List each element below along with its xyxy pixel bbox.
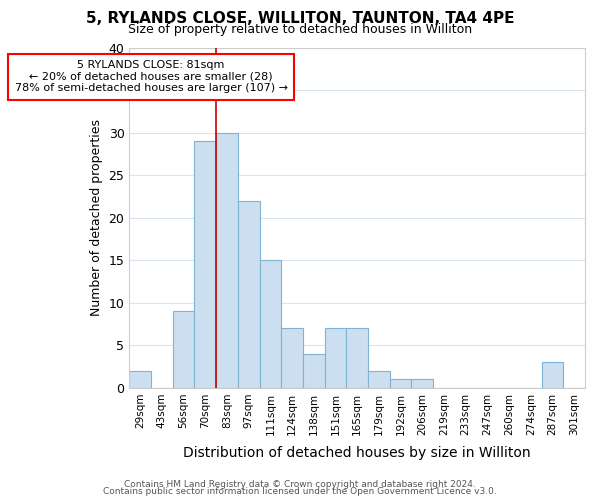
Bar bbox=[216, 132, 238, 388]
Text: Contains public sector information licensed under the Open Government Licence v3: Contains public sector information licen… bbox=[103, 487, 497, 496]
Text: 5 RYLANDS CLOSE: 81sqm
← 20% of detached houses are smaller (28)
78% of semi-det: 5 RYLANDS CLOSE: 81sqm ← 20% of detached… bbox=[14, 60, 287, 94]
Bar bbox=[194, 141, 216, 388]
Bar bbox=[303, 354, 325, 388]
Bar bbox=[368, 371, 390, 388]
Bar bbox=[390, 380, 412, 388]
Bar bbox=[281, 328, 303, 388]
Bar bbox=[325, 328, 346, 388]
Bar bbox=[173, 312, 194, 388]
Y-axis label: Number of detached properties: Number of detached properties bbox=[90, 119, 103, 316]
Text: 5, RYLANDS CLOSE, WILLITON, TAUNTON, TA4 4PE: 5, RYLANDS CLOSE, WILLITON, TAUNTON, TA4… bbox=[86, 11, 514, 26]
Bar bbox=[542, 362, 563, 388]
Text: Contains HM Land Registry data © Crown copyright and database right 2024.: Contains HM Land Registry data © Crown c… bbox=[124, 480, 476, 489]
Text: Size of property relative to detached houses in Williton: Size of property relative to detached ho… bbox=[128, 22, 472, 36]
X-axis label: Distribution of detached houses by size in Williton: Distribution of detached houses by size … bbox=[184, 446, 531, 460]
Bar bbox=[346, 328, 368, 388]
Bar bbox=[260, 260, 281, 388]
Bar bbox=[412, 380, 433, 388]
Bar bbox=[130, 371, 151, 388]
Bar bbox=[238, 200, 260, 388]
